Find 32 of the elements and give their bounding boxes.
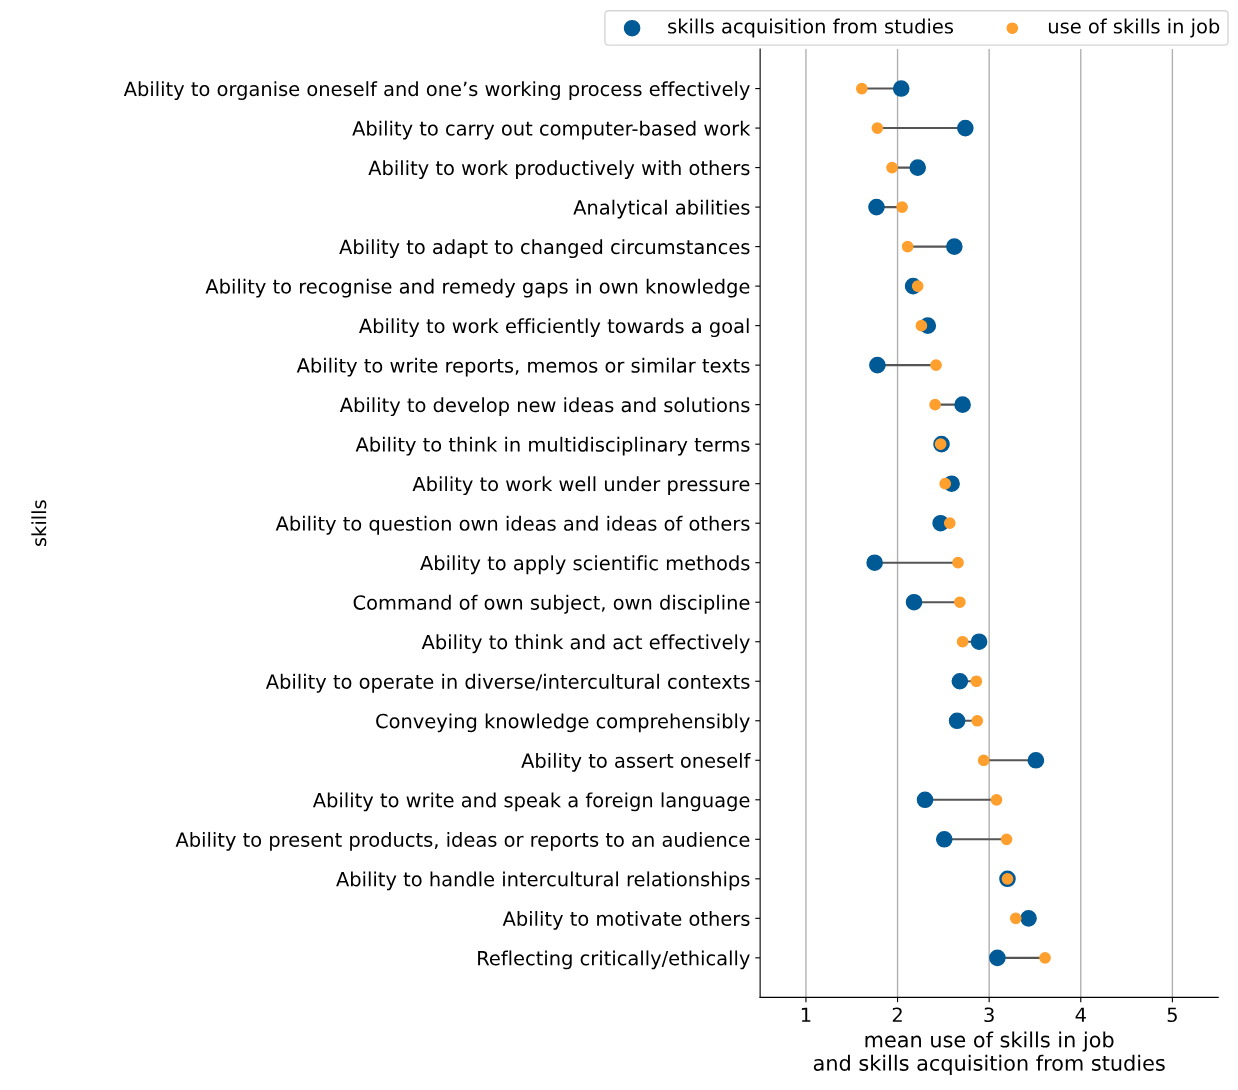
x-tick-label: 4 [1075, 1007, 1086, 1022]
x-tick-label: 1 [801, 1007, 811, 1022]
y-tick-label: Ability to operate in diverse/intercultural contexts [265, 673, 750, 693]
y-tick-label: Conveying knowledge comprehensibly [376, 713, 750, 733]
y-tick-label: Ability to work productively with others [368, 160, 750, 180]
y-tick-label: Ability to think in multidisciplinary terms [355, 436, 750, 456]
y-tick-label: Ability to motivate others [502, 910, 750, 930]
y-tick-label: Ability to write reports, memos or similar texts [296, 357, 750, 377]
x-axis-title: mean use of skills in job and skills acquisition from studies [813, 1031, 1165, 1075]
y-tick-label: Analytical abilities [573, 199, 750, 219]
y-tick-label: Reflecting critically/ethically [478, 950, 750, 970]
x-tick-label: 3 [984, 1007, 994, 1023]
y-tick-label: Ability to question own ideas and ideas of others [275, 515, 750, 535]
y-tick-label: Ability to present products, ideas or reports to an audience [175, 831, 750, 851]
y-tick-label: Ability to organise oneself and one’s working process effectively [123, 81, 750, 100]
y-axis-title: skills [31, 500, 47, 547]
y-tick-label: Ability to recognise and remedy gaps in own knowledge [205, 278, 750, 298]
y-tick-label: Ability to work well under pressure [412, 476, 750, 496]
legend-label: use of skills in job [1048, 18, 1220, 38]
y-tick-label: Ability to think and act effectively [421, 634, 750, 654]
y-tick-label: Command of own subject, own discipline [353, 594, 750, 614]
y-tick-label: Ability to work efficiently towards a goal [359, 318, 749, 338]
y-tick-label: Ability to develop new ideas and solutions [339, 397, 750, 417]
legend-label: skills acquisition from studies [668, 18, 954, 38]
y-tick-label: Ability to assert oneself [521, 752, 751, 772]
y-tick-label: Ability to handle intercultural relationships [336, 871, 750, 891]
x-tick-label: 5 [1167, 1007, 1177, 1023]
x-tick-label: 2 [892, 1007, 902, 1022]
y-tick-label: Ability to write and speak a foreign language [312, 792, 750, 812]
y-tick-label: Ability to apply scientific methods [420, 555, 750, 575]
y-tick-label: Ability to adapt to changed circumstances [339, 239, 750, 259]
y-tick-label: Ability to carry out computer-based work [352, 120, 751, 140]
